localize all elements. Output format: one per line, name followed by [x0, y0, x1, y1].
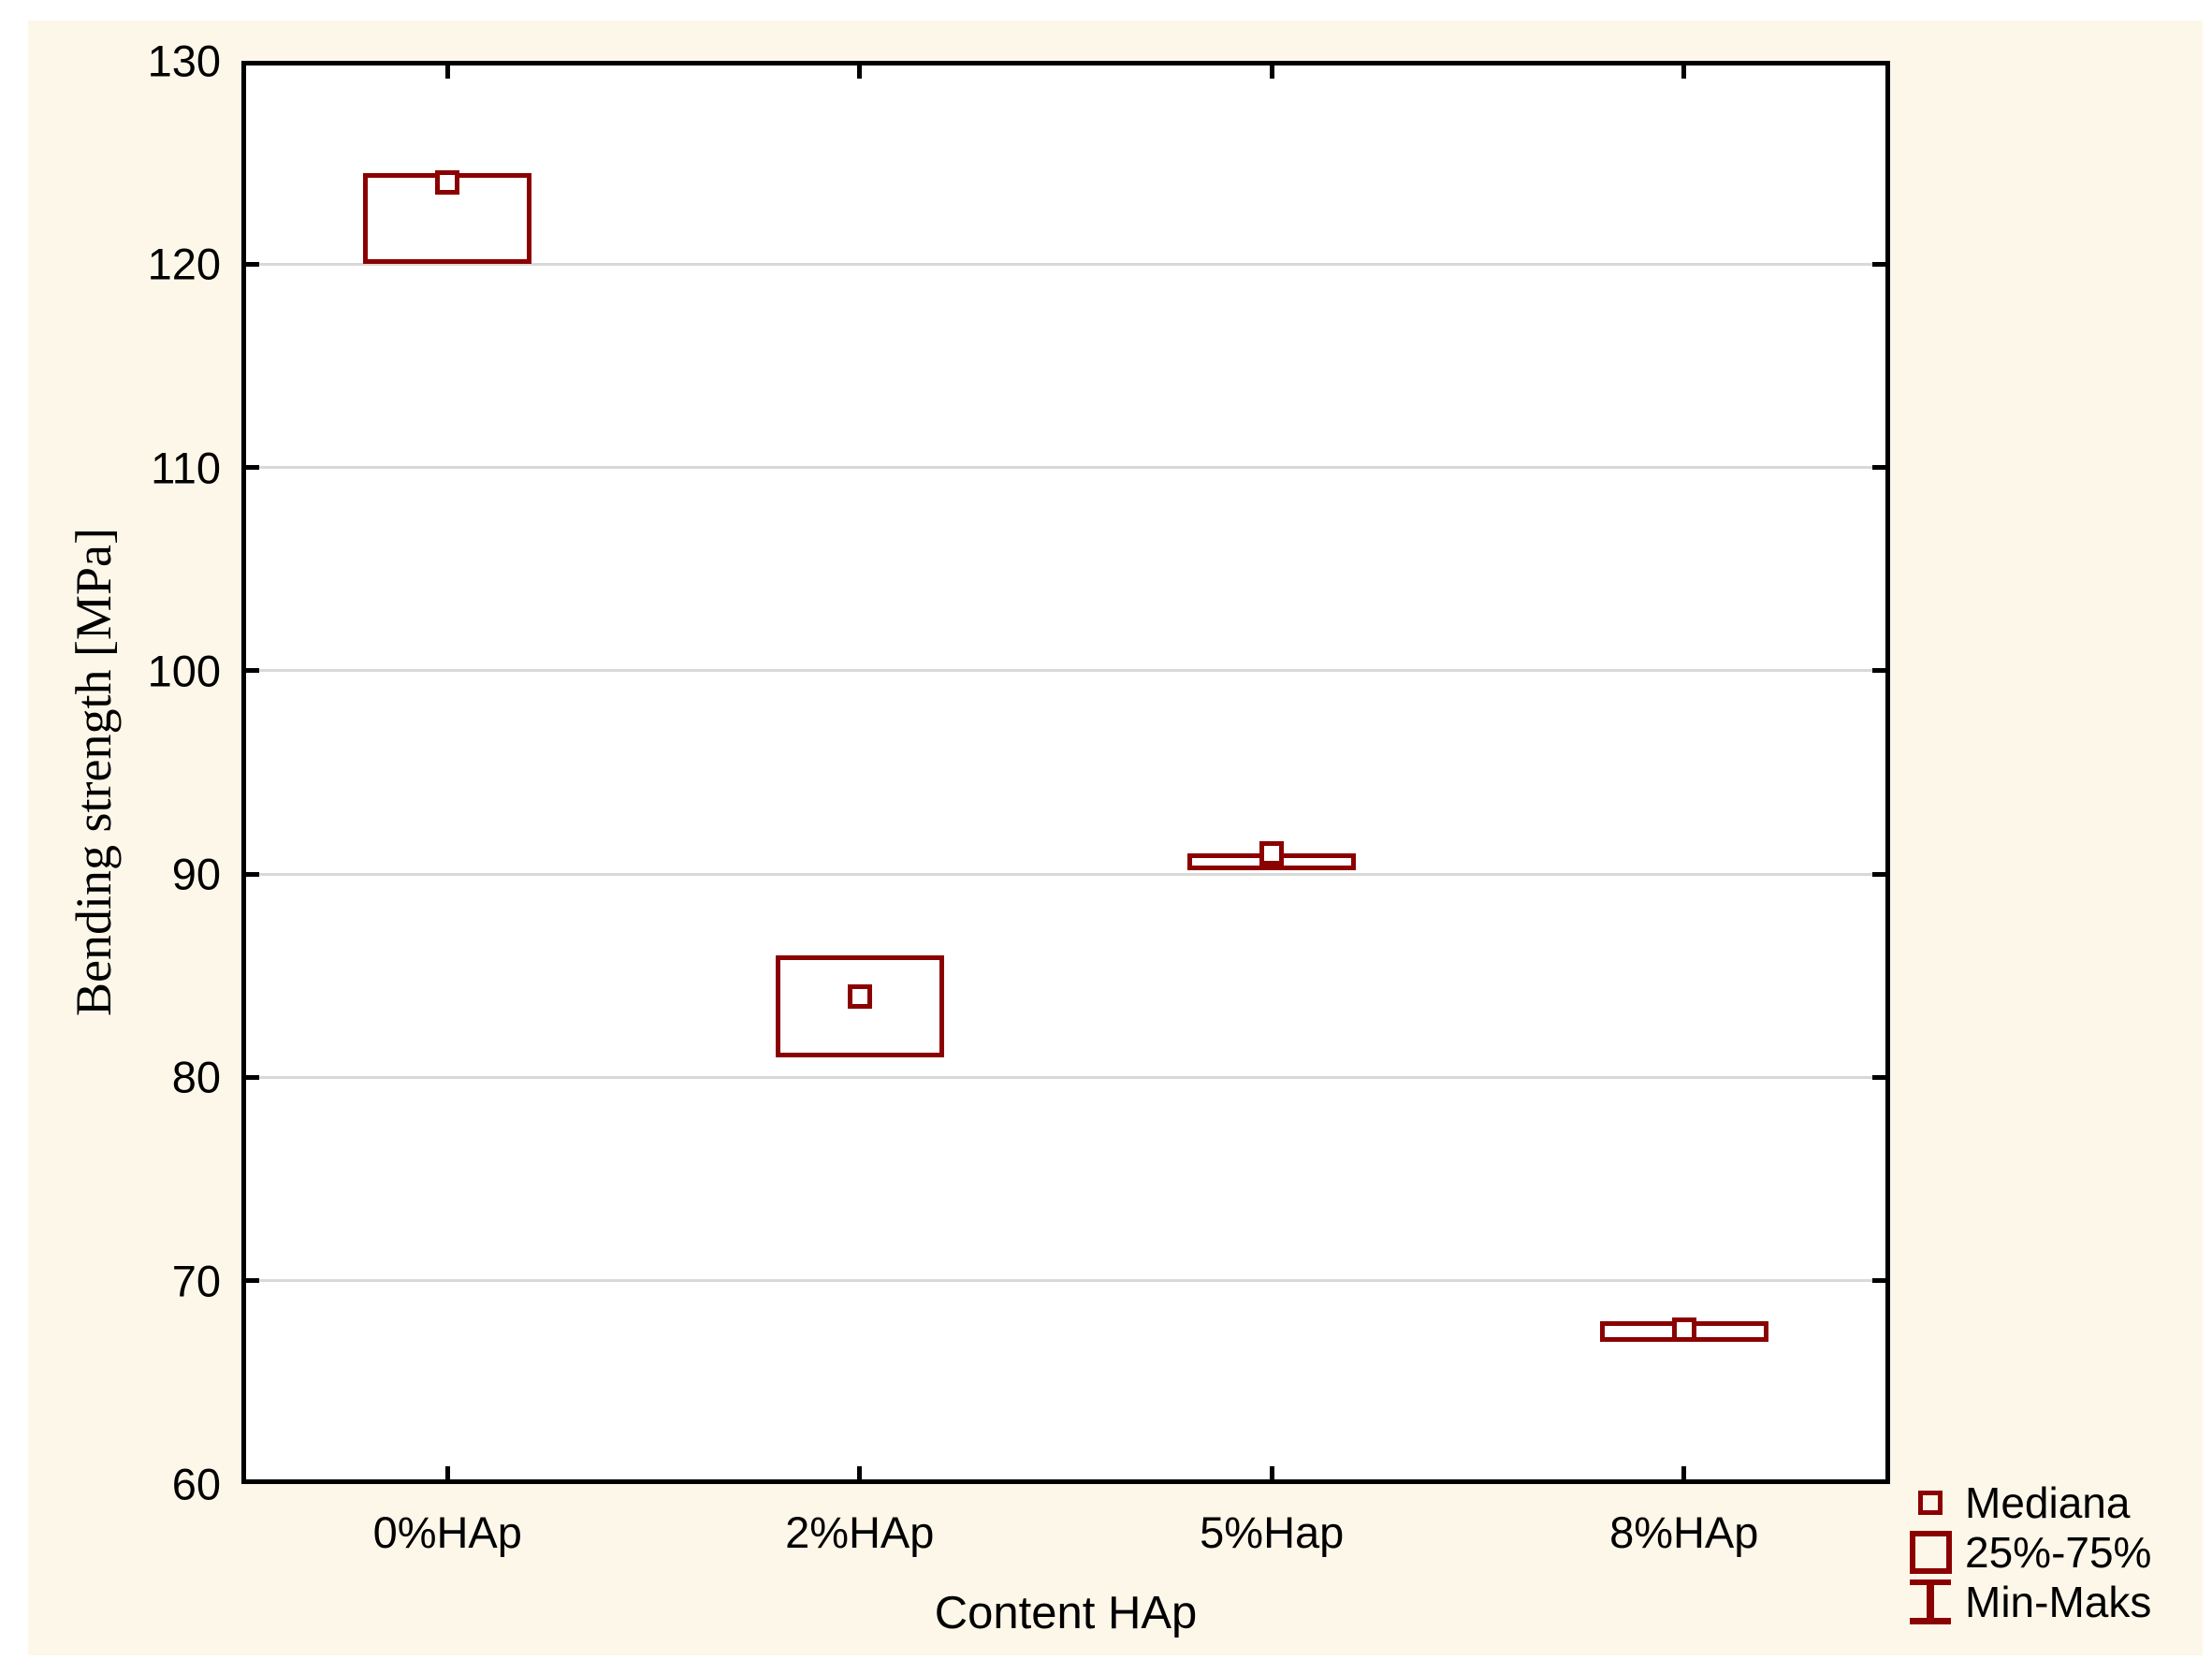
x-tick-label-8%HAp: 8%HAp: [1609, 1507, 1759, 1557]
median-marker-0%HAp: [435, 170, 460, 196]
min-max-whisker-icon: [1910, 1579, 1951, 1624]
y-tick-right-90: [1872, 871, 1885, 877]
category-tick-bottom-2%HAp: [857, 1466, 863, 1479]
y-tick-left-90: [246, 871, 259, 877]
y-tick-right-70: [1872, 1278, 1885, 1284]
legend-row-minmax: Min-Maks: [1901, 1577, 2151, 1626]
y-tick-right-80: [1872, 1074, 1885, 1080]
gridline-110: [246, 466, 1885, 470]
legend: Mediana 25%-75% Min-Maks: [1901, 1477, 2151, 1626]
x-tick-label-0%HAp: 0%HAp: [372, 1507, 522, 1557]
iqr-box-icon: [1909, 1530, 1952, 1574]
y-tick-left-110: [246, 465, 259, 471]
y-tick-left-70: [246, 1278, 259, 1284]
median-marker-5%Hap: [1259, 841, 1285, 866]
category-tick-top-2%HAp: [857, 66, 863, 79]
median-marker-2%HAp: [847, 983, 872, 1009]
legend-label-minmax: Min-Maks: [1965, 1577, 2152, 1626]
y-tick-left-120: [246, 261, 259, 267]
x-tick-label-5%Hap: 5%Hap: [1200, 1507, 1345, 1557]
y-tick-left-100: [246, 668, 259, 674]
gridline-80: [246, 1075, 1885, 1079]
y-tick-label-70: 70: [171, 1256, 221, 1306]
y-tick-label-120: 120: [147, 239, 221, 289]
legend-row-median: Mediana: [1901, 1477, 2151, 1527]
gridline-90: [246, 872, 1885, 876]
category-tick-bottom-5%Hap: [1269, 1466, 1274, 1479]
y-tick-right-120: [1872, 261, 1885, 267]
y-tick-label-80: 80: [171, 1052, 221, 1102]
y-tick-right-110: [1872, 465, 1885, 471]
category-tick-top-0%HAp: [444, 66, 450, 79]
category-tick-top-8%HAp: [1681, 66, 1687, 79]
category-tick-bottom-8%HAp: [1681, 1466, 1687, 1479]
legend-label-median: Mediana: [1965, 1477, 2131, 1527]
legend-label-iqr: 25%-75%: [1965, 1527, 2152, 1577]
x-axis-title: Content HAp: [934, 1588, 1198, 1638]
category-tick-bottom-0%HAp: [444, 1466, 450, 1479]
median-square-icon: [1918, 1490, 1943, 1515]
plot-area: [241, 61, 1890, 1484]
gridline-100: [246, 669, 1885, 673]
y-tick-right-100: [1872, 668, 1885, 674]
y-tick-left-80: [246, 1074, 259, 1080]
y-tick-label-110: 110: [151, 443, 221, 493]
median-marker-8%HAp: [1671, 1317, 1696, 1342]
y-tick-label-130: 130: [147, 36, 221, 86]
y-axis-title: Bending strength [MPa]: [65, 528, 122, 1016]
legend-row-iqr: 25%-75%: [1901, 1527, 2151, 1577]
category-tick-top-5%Hap: [1269, 66, 1274, 79]
x-tick-label-2%HAp: 2%HAp: [785, 1507, 935, 1557]
y-tick-label-90: 90: [171, 849, 221, 899]
y-tick-label-60: 60: [171, 1459, 221, 1509]
gridline-70: [246, 1279, 1885, 1283]
y-tick-label-100: 100: [147, 646, 221, 696]
gridline-120: [246, 262, 1885, 266]
